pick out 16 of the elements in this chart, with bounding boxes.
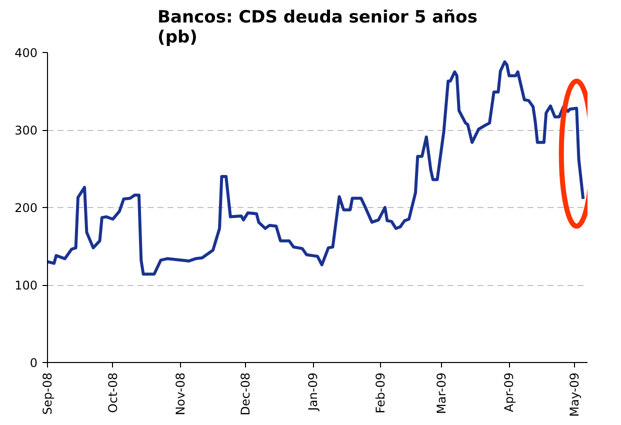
y-tick-label: 100 xyxy=(14,278,38,292)
x-tick-label: Oct-08 xyxy=(106,372,120,413)
x-tick-label: Jan-09 xyxy=(306,372,320,412)
x-tick-label: Mar-09 xyxy=(434,372,449,414)
x-tick-label: Feb-09 xyxy=(374,372,388,414)
y-tick-label: 200 xyxy=(14,201,38,215)
chart-title: Bancos: CDS deuda senior 5 años (pb) xyxy=(158,8,478,48)
x-tick-label: Sep-08 xyxy=(40,372,54,415)
line-series xyxy=(48,60,585,276)
y-tick-label: 300 xyxy=(14,124,38,138)
y-tick-label: 0 xyxy=(30,356,38,370)
x-tick-label: Apr-09 xyxy=(502,372,516,412)
x-tick-label: Nov-08 xyxy=(173,372,188,416)
x-tick-label: May-09 xyxy=(567,372,582,417)
y-tick-label: 400 xyxy=(14,46,38,60)
x-tick-label: Dec-08 xyxy=(238,372,253,416)
